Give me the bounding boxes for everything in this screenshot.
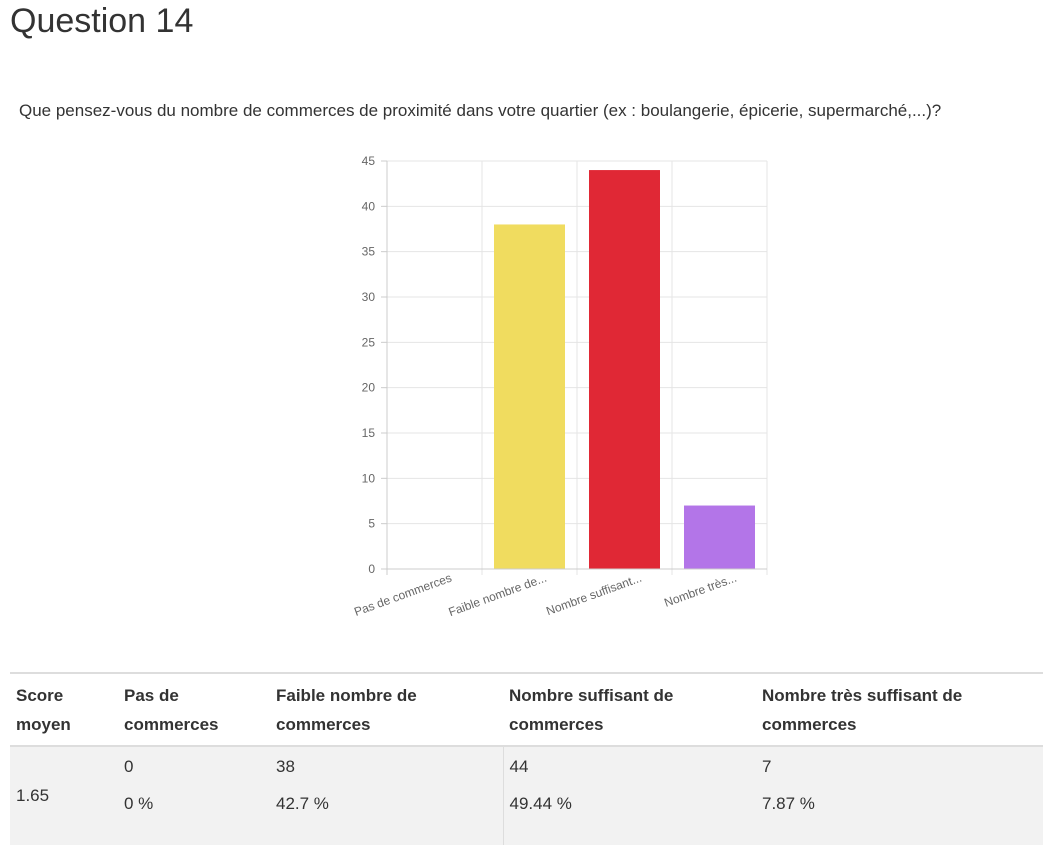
average-score: 1.65 xyxy=(10,746,118,845)
percent-value: 42.7 % xyxy=(276,794,329,813)
chart-bars xyxy=(494,170,755,570)
cell-faible-nombre: 38 42.7 % xyxy=(270,746,504,845)
cell-nombre-suffisant: 44 49.44 % xyxy=(503,746,756,845)
y-tick-label: 30 xyxy=(362,290,376,304)
x-tick-label: Pas de commerces xyxy=(352,571,453,619)
results-table: Score moyen Pas de commerces Faible nomb… xyxy=(10,672,1043,845)
y-tick-label: 0 xyxy=(368,562,375,576)
table-header-row: Score moyen Pas de commerces Faible nomb… xyxy=(10,672,1043,747)
header-score: Score moyen xyxy=(10,672,118,747)
cell-pas-de-commerces: 0 0 % xyxy=(118,746,270,845)
bar-chart: 0 5 10 15 20 25 30 35 40 45 Pas de commercesFaibl… xyxy=(352,154,768,620)
y-tick-label: 40 xyxy=(362,199,376,213)
x-tick-label: Faible nombre de... xyxy=(447,571,549,620)
header-nombre-tres-suffisant: Nombre très suffisant de commerces xyxy=(756,672,1043,747)
y-tick-label: 20 xyxy=(362,381,376,395)
y-tick-label: 45 xyxy=(362,154,376,168)
chart-grid xyxy=(387,160,768,575)
percent-value: 49.44 % xyxy=(509,794,572,813)
header-pas-de-commerces: Pas de commerces xyxy=(118,672,270,747)
question-text: Que pensez-vous du nombre de commerces d… xyxy=(19,101,942,120)
chart-axes xyxy=(386,161,767,575)
y-tick-label: 25 xyxy=(362,335,376,349)
count-value: 0 xyxy=(124,757,134,776)
percent-value: 7.87 % xyxy=(762,794,815,813)
bar-3 xyxy=(684,505,755,569)
count-value: 44 xyxy=(509,757,529,776)
y-axis-ticks: 0 5 10 15 20 25 30 35 40 45 xyxy=(362,154,387,576)
table-row: 1.65 0 0 % 38 42.7 % 44 49.44 % 7 7.87 % xyxy=(10,746,1043,845)
y-tick-label: 35 xyxy=(362,245,376,259)
y-tick-label: 10 xyxy=(362,471,376,485)
bar-1 xyxy=(494,224,565,569)
y-tick-label: 15 xyxy=(362,426,376,440)
x-tick-label: Nombre suffisant... xyxy=(544,571,643,619)
page-title: Question 14 xyxy=(10,2,194,40)
percent-value: 0 % xyxy=(124,794,154,813)
count-value: 38 xyxy=(276,757,295,776)
header-nombre-suffisant: Nombre suffisant de commerces xyxy=(503,672,756,747)
cell-nombre-tres-suffisant: 7 7.87 % xyxy=(756,746,1043,845)
y-tick-label: 5 xyxy=(368,517,375,531)
header-faible-nombre: Faible nombre de commerces xyxy=(270,672,503,747)
count-value: 7 xyxy=(762,757,772,776)
bar-2 xyxy=(589,170,660,570)
x-tick-label: Nombre très... xyxy=(662,571,738,610)
